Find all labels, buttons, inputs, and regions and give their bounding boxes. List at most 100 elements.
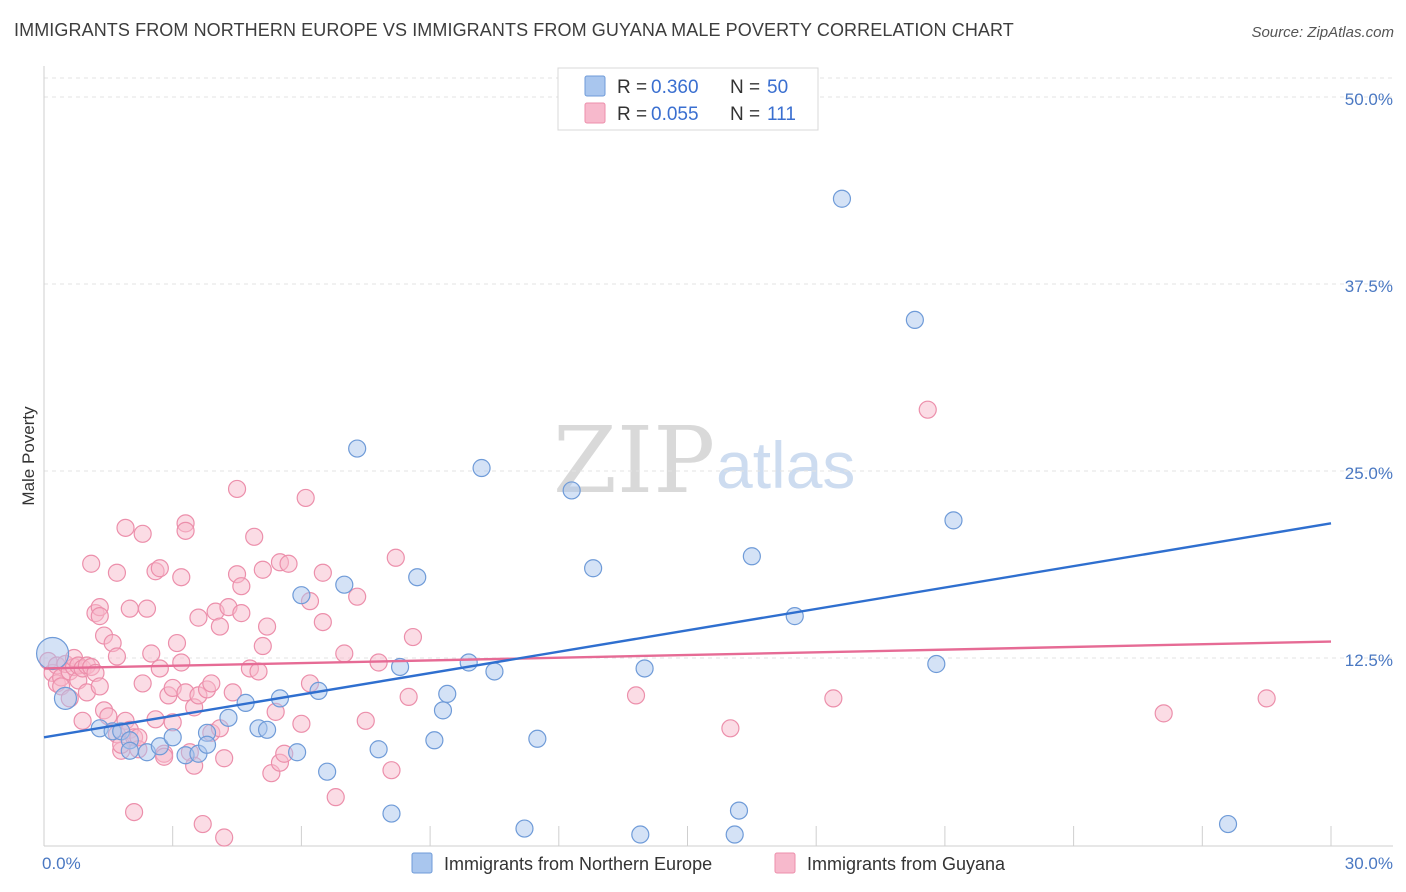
legend-n-label-1: N = [730,104,760,125]
bottom-legend-swatch-guyana [774,852,796,874]
ne-point-6 [120,741,139,760]
ne-point-26 [382,804,401,823]
y-tick-labels: 12.5% 25.0% 37.5% 50.0% [1345,90,1393,670]
ne-point-28 [408,568,427,587]
x-tick-label-max: 30.0% [1345,854,1393,873]
guyana-point-47 [150,559,169,578]
y-tick-label-2: 37.5% [1345,277,1393,296]
guyana-point-98 [326,788,345,807]
guyana-point-100 [348,587,367,606]
legend-swatch-guyana [584,102,606,124]
ne-point-0 [35,636,70,671]
guyana-point-41 [133,524,152,543]
legend-r-value-0: 0.360 [651,77,699,98]
guyana-point-65 [193,814,212,834]
watermark: ZIP atlas [553,407,855,514]
guyana-point-29 [107,647,127,666]
guyana-point-101 [356,711,375,730]
legend-r-label-1: R = [617,104,647,125]
northern-europe-trend-line [43,522,1332,739]
ne-point-8 [150,737,169,756]
ne-point-23 [335,575,354,594]
ne-point-43 [742,547,761,566]
guyana-point-58 [176,521,195,540]
bottom-legend-label-northern-europe: Immigrants from Northern Europe [444,854,712,874]
axes [43,66,1393,847]
guyana-point-93 [296,488,315,508]
ne-point-40 [635,659,654,678]
ne-point-25 [369,740,388,759]
ne-point-34 [485,662,504,681]
guyana-point-23 [90,677,109,696]
guyana-point-55 [172,568,191,587]
guyana-point-110 [918,400,937,419]
ne-point-29 [425,731,444,750]
legend-r-value-1: 0.055 [651,104,699,125]
ne-point-30 [433,701,453,720]
watermark-atlas: atlas [716,428,855,502]
guyana-point-105 [399,687,418,706]
guyana-point-28 [107,563,127,582]
guyana-point-35 [120,599,139,618]
ne-point-44 [785,607,804,626]
guyana-point-42 [133,674,152,693]
guyana-point-63 [189,608,208,627]
guyana-point-109 [824,689,843,708]
guyana-point-56 [172,653,191,672]
ne-point-47 [927,654,946,674]
ne-point-31 [438,684,457,704]
ne-point-24 [348,439,367,458]
legend-r-label-0: R = [617,77,647,98]
guyana-point-106 [403,627,423,647]
bottom-legend-swatch-northern-europe [411,852,433,874]
guyana-point-48 [150,659,169,678]
ne-point-20 [292,586,311,605]
guyana-point-78 [232,604,251,623]
ne-point-41 [725,825,744,844]
bottom-legend-label-guyana: Immigrants from Guyana [807,854,1006,874]
legend-n-value-0: 50 [767,77,788,98]
ne-point-38 [584,559,603,578]
ne-point-37 [562,481,581,500]
ne-point-19 [288,743,307,762]
ne-point-13 [197,735,217,754]
guyana-point-97 [313,612,332,632]
ne-point-45 [832,189,852,208]
guyana-point-85 [257,617,277,636]
y-tick-label-0: 12.5% [1345,651,1393,670]
x-tick-label-min: 0.0% [42,854,81,873]
guyana-point-82 [249,662,268,681]
ne-point-9 [163,728,182,747]
guyana-point-67 [202,674,221,693]
guyana-point-103 [382,761,401,780]
source-label: Source: ZipAtlas.com [1251,24,1394,41]
ne-point-36 [528,729,547,748]
guyana-point-112 [1257,689,1276,708]
northern-europe-points [35,189,1238,844]
guyana-point-111 [1154,704,1173,723]
legend-n-label-0: N = [730,77,760,98]
ne-point-1 [53,686,78,710]
ne-point-14 [219,708,238,727]
guyana-point-43 [137,599,157,618]
guyana-point-84 [253,560,272,579]
ne-point-17 [257,720,277,739]
y-tick-label-3: 50.0% [1345,90,1393,109]
guyana-point-33 [116,518,135,537]
legend: R = 0.360 N = 50 R = 0.055 N = 111 [557,67,819,131]
guyana-point-104 [386,548,405,567]
ne-point-27 [390,657,410,677]
ne-point-42 [729,801,749,820]
guyana-trend-line [43,640,1332,670]
guyana-point-38 [124,802,144,822]
ne-point-48 [944,511,963,530]
guyana-point-99 [335,644,354,663]
ne-point-46 [905,310,924,330]
guyana-point-83 [253,636,272,656]
guyana-point-76 [227,479,247,499]
ne-point-35 [515,819,534,838]
guyana-point-107 [626,686,646,705]
ne-point-33 [472,458,491,478]
guyana-point-70 [210,617,229,636]
